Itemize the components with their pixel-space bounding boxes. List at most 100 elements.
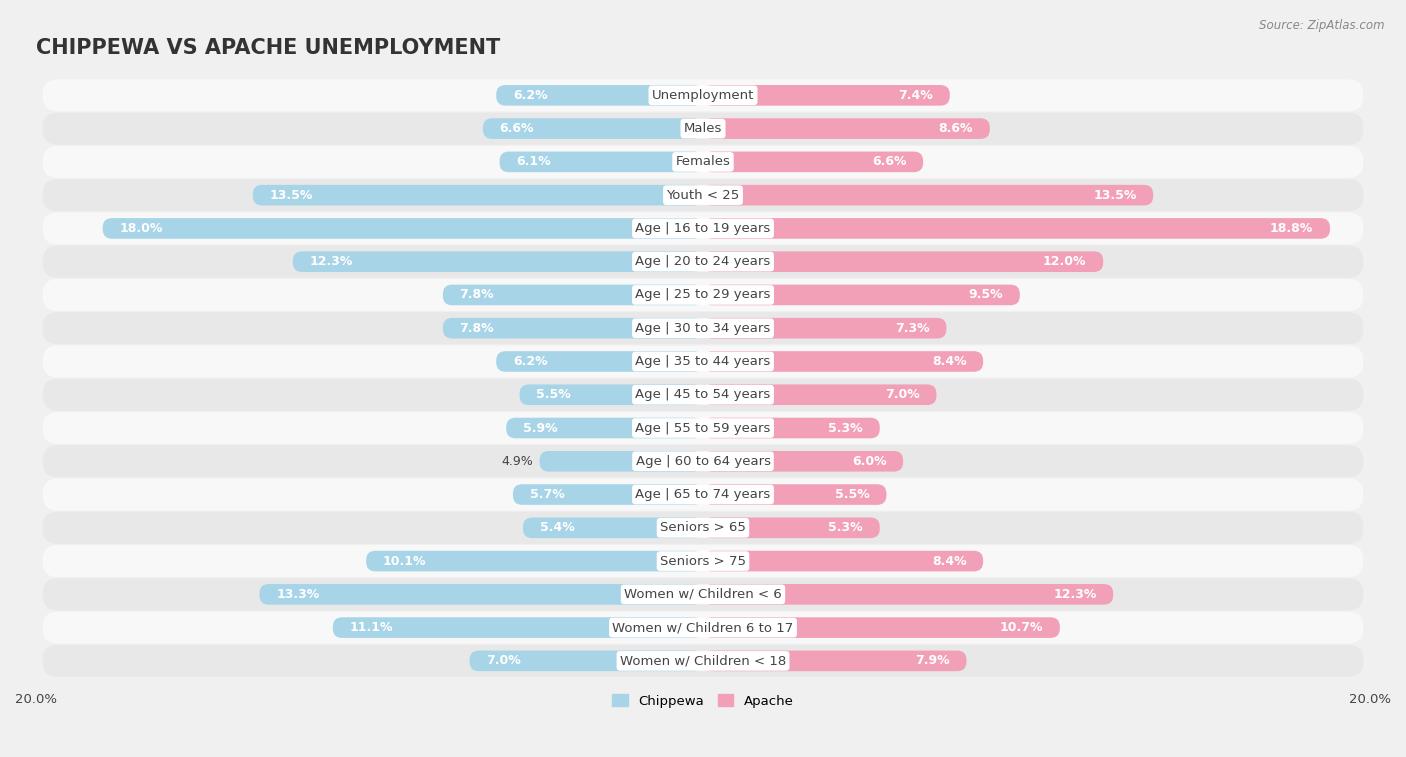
FancyBboxPatch shape: [470, 650, 703, 671]
FancyBboxPatch shape: [703, 451, 903, 472]
Text: 7.4%: 7.4%: [898, 89, 934, 102]
FancyBboxPatch shape: [703, 251, 1104, 272]
FancyBboxPatch shape: [496, 85, 703, 106]
FancyBboxPatch shape: [703, 151, 924, 172]
FancyBboxPatch shape: [523, 518, 703, 538]
FancyBboxPatch shape: [540, 451, 703, 472]
Text: 5.9%: 5.9%: [523, 422, 558, 435]
FancyBboxPatch shape: [103, 218, 703, 238]
Text: Age | 30 to 34 years: Age | 30 to 34 years: [636, 322, 770, 335]
FancyBboxPatch shape: [42, 146, 1364, 178]
FancyBboxPatch shape: [366, 551, 703, 572]
FancyBboxPatch shape: [496, 351, 703, 372]
Text: 5.5%: 5.5%: [835, 488, 870, 501]
FancyBboxPatch shape: [443, 285, 703, 305]
FancyBboxPatch shape: [482, 118, 703, 139]
Text: Seniors > 65: Seniors > 65: [659, 522, 747, 534]
Text: 6.6%: 6.6%: [499, 122, 534, 135]
Text: 12.0%: 12.0%: [1043, 255, 1087, 268]
Text: Women w/ Children < 18: Women w/ Children < 18: [620, 654, 786, 668]
FancyBboxPatch shape: [42, 478, 1364, 510]
FancyBboxPatch shape: [42, 545, 1364, 577]
FancyBboxPatch shape: [42, 246, 1364, 278]
Text: 6.2%: 6.2%: [513, 89, 547, 102]
Text: 5.3%: 5.3%: [828, 422, 863, 435]
FancyBboxPatch shape: [703, 518, 880, 538]
Text: 8.4%: 8.4%: [932, 555, 966, 568]
FancyBboxPatch shape: [42, 512, 1364, 544]
Text: Age | 65 to 74 years: Age | 65 to 74 years: [636, 488, 770, 501]
Text: 5.3%: 5.3%: [828, 522, 863, 534]
Text: 13.5%: 13.5%: [270, 188, 312, 201]
FancyBboxPatch shape: [42, 79, 1364, 111]
Text: 10.7%: 10.7%: [1000, 621, 1043, 634]
Text: 12.3%: 12.3%: [1053, 588, 1097, 601]
Text: 7.9%: 7.9%: [915, 654, 950, 668]
Text: Women w/ Children 6 to 17: Women w/ Children 6 to 17: [613, 621, 793, 634]
Text: 13.5%: 13.5%: [1094, 188, 1136, 201]
FancyBboxPatch shape: [499, 151, 703, 172]
FancyBboxPatch shape: [703, 85, 950, 106]
FancyBboxPatch shape: [703, 551, 983, 572]
FancyBboxPatch shape: [42, 612, 1364, 643]
FancyBboxPatch shape: [703, 484, 886, 505]
FancyBboxPatch shape: [292, 251, 703, 272]
FancyBboxPatch shape: [703, 318, 946, 338]
FancyBboxPatch shape: [443, 318, 703, 338]
FancyBboxPatch shape: [42, 312, 1364, 344]
FancyBboxPatch shape: [506, 418, 703, 438]
Text: Age | 60 to 64 years: Age | 60 to 64 years: [636, 455, 770, 468]
Text: 9.5%: 9.5%: [969, 288, 1002, 301]
FancyBboxPatch shape: [703, 185, 1153, 205]
Text: 18.8%: 18.8%: [1270, 222, 1313, 235]
Text: Unemployment: Unemployment: [652, 89, 754, 102]
Text: Youth < 25: Youth < 25: [666, 188, 740, 201]
Text: Age | 16 to 19 years: Age | 16 to 19 years: [636, 222, 770, 235]
FancyBboxPatch shape: [703, 584, 1114, 605]
FancyBboxPatch shape: [253, 185, 703, 205]
FancyBboxPatch shape: [42, 578, 1364, 610]
Text: 6.6%: 6.6%: [872, 155, 907, 168]
Text: 10.1%: 10.1%: [382, 555, 426, 568]
Text: CHIPPEWA VS APACHE UNEMPLOYMENT: CHIPPEWA VS APACHE UNEMPLOYMENT: [37, 38, 501, 58]
Text: 13.3%: 13.3%: [276, 588, 319, 601]
Text: Age | 25 to 29 years: Age | 25 to 29 years: [636, 288, 770, 301]
FancyBboxPatch shape: [703, 285, 1019, 305]
FancyBboxPatch shape: [703, 351, 983, 372]
Text: 4.9%: 4.9%: [501, 455, 533, 468]
FancyBboxPatch shape: [42, 412, 1364, 444]
FancyBboxPatch shape: [42, 113, 1364, 145]
Text: Seniors > 75: Seniors > 75: [659, 555, 747, 568]
Text: 7.0%: 7.0%: [486, 654, 522, 668]
FancyBboxPatch shape: [42, 213, 1364, 245]
FancyBboxPatch shape: [513, 484, 703, 505]
FancyBboxPatch shape: [42, 345, 1364, 378]
Text: 7.0%: 7.0%: [884, 388, 920, 401]
FancyBboxPatch shape: [42, 179, 1364, 211]
Text: Source: ZipAtlas.com: Source: ZipAtlas.com: [1260, 19, 1385, 32]
Text: 12.3%: 12.3%: [309, 255, 353, 268]
Text: Age | 20 to 24 years: Age | 20 to 24 years: [636, 255, 770, 268]
Text: 8.6%: 8.6%: [939, 122, 973, 135]
Legend: Chippewa, Apache: Chippewa, Apache: [607, 689, 799, 713]
Text: Females: Females: [675, 155, 731, 168]
Text: 7.8%: 7.8%: [460, 288, 494, 301]
FancyBboxPatch shape: [520, 385, 703, 405]
Text: 7.8%: 7.8%: [460, 322, 494, 335]
FancyBboxPatch shape: [42, 279, 1364, 311]
FancyBboxPatch shape: [260, 584, 703, 605]
Text: Males: Males: [683, 122, 723, 135]
Text: 5.7%: 5.7%: [530, 488, 564, 501]
FancyBboxPatch shape: [333, 617, 703, 638]
Text: 5.4%: 5.4%: [540, 522, 574, 534]
Text: 11.1%: 11.1%: [350, 621, 394, 634]
FancyBboxPatch shape: [703, 118, 990, 139]
Text: 8.4%: 8.4%: [932, 355, 966, 368]
Text: Age | 35 to 44 years: Age | 35 to 44 years: [636, 355, 770, 368]
Text: 6.1%: 6.1%: [516, 155, 551, 168]
Text: 6.0%: 6.0%: [852, 455, 886, 468]
Text: Age | 45 to 54 years: Age | 45 to 54 years: [636, 388, 770, 401]
Text: 5.5%: 5.5%: [536, 388, 571, 401]
FancyBboxPatch shape: [703, 418, 880, 438]
FancyBboxPatch shape: [703, 617, 1060, 638]
